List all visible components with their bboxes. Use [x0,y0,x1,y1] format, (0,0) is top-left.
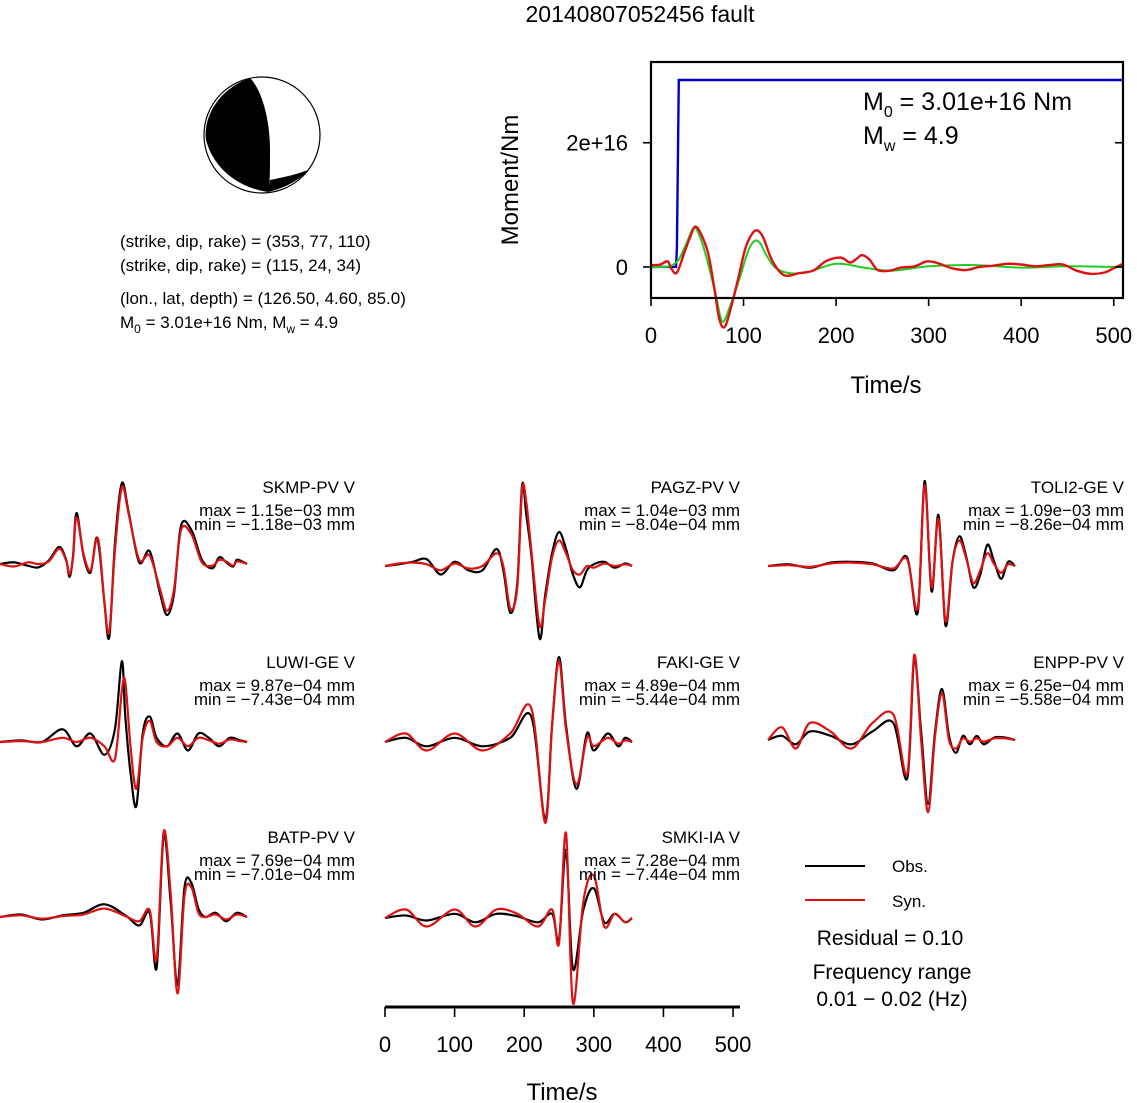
station-name: SMKI-IA V [662,828,741,847]
waveform-xlabel: Time/s [526,1079,597,1103]
waveform-xtick-label: 200 [506,1032,543,1057]
synthetic-trace [0,829,248,995]
moment-plot-lines [650,78,1124,329]
synthetic-trace [767,653,1016,814]
station-min: min = −1.18e−03 mm [194,515,355,534]
station-name: LUWI-GE V [266,653,355,672]
synthetic-trace [384,660,633,824]
moment-m0-annotation: M0 = 3.01e+16 Nm [863,88,1072,121]
station-name: SKMP-PV V [262,478,355,497]
moment-xtick-label: 300 [910,323,947,348]
station-max: max = 9.87e−04 mm [199,676,355,695]
station-name: FAKI-GE V [657,653,741,672]
legend: Obs. Syn. Residual = 0.10 Frequency rang… [805,857,971,1011]
synthetic-trace [384,831,633,1005]
synthetic-trace [767,484,1016,623]
moment-plot-frame [649,60,1125,300]
station-min: min = −7.43e−04 mm [194,690,355,709]
moment-ytick-label: 2e+16 [566,131,628,156]
station-min: min = −8.04e−04 mm [579,515,740,534]
moment-xtick-label: 200 [818,323,855,348]
beachball-compressional-quadrant-small [268,170,308,192]
magnitude-summary: M0 = 3.01e+16 Nm, Mw = 4.9 [120,313,338,336]
residual-label: Residual = 0.10 [817,927,964,950]
synthetic-trace [384,483,633,629]
station-min: min = −5.44e−04 mm [579,690,740,709]
station-max: max = 1.04e−03 mm [584,501,740,520]
figure-title: 20140807052456 fault [526,1,756,27]
moment-mw-annotation: Mw = 4.9 [863,122,959,155]
station-min: min = −8.26e−04 mm [963,515,1124,534]
moment-ytick-label: 0 [616,255,628,280]
waveform-xtick-label: 0 [379,1032,391,1057]
waveform-time-axis: 0 100 200 300 400 500 [379,1005,752,1057]
waveform-xtick-label: 100 [436,1032,473,1057]
moment-xtick-label: 500 [1095,323,1132,348]
station-max: max = 7.28e−04 mm [584,851,740,870]
focal-mechanism-beachball [203,76,321,194]
waveform-xtick-label: 300 [575,1032,612,1057]
station-name: PAGZ-PV V [651,478,741,497]
moment-xtick-label: 100 [725,323,762,348]
legend-syn-label: Syn. [892,892,926,911]
station-max: max = 7.69e−04 mm [199,851,355,870]
station-min: min = −7.01e−04 mm [194,865,355,884]
station-max: max = 4.89e−04 mm [584,676,740,695]
station-name: TOLI2-GE V [1031,478,1125,497]
frequency-range-label: Frequency range [813,961,972,984]
synthetic-trace [0,485,248,635]
moment-xtick-label: 0 [645,323,657,348]
beachball-compressional-quadrant [205,78,270,192]
legend-obs-label: Obs. [892,857,928,876]
station-name: ENPP-PV V [1033,653,1124,672]
station-max: max = 1.15e−03 mm [199,501,355,520]
nodal-plane-1: (strike, dip, rake) = (353, 77, 110) [120,232,371,251]
station-max: max = 6.25e−04 mm [968,676,1124,695]
location-depth: (lon., lat, depth) = (126.50, 4.60, 85.0… [120,289,406,308]
moment-rate-green-line [650,226,1124,323]
moment-rate-red-line [650,225,1124,329]
waveform-xtick-label: 400 [645,1032,682,1057]
frequency-range-value: 0.01 − 0.02 (Hz) [816,988,967,1011]
mechanism-info: (strike, dip, rake) = (353, 77, 110) (st… [120,232,406,336]
station-min: min = −7.44e−04 mm [579,865,740,884]
moment-plot-axes: 0 100 200 300 400 500 0 2e+16 [566,131,1132,348]
moment-ylabel: Moment/Nm [497,115,524,246]
moment-xtick-label: 400 [1003,323,1040,348]
station-max: max = 1.09e−03 mm [968,501,1124,520]
nodal-plane-2: (strike, dip, rake) = (115, 24, 34) [120,256,361,275]
moment-xlabel: Time/s [850,372,921,399]
waveform-xtick-label: 500 [715,1032,752,1057]
synthetic-trace [0,676,248,790]
station-name: BATP-PV V [267,828,355,847]
station-min: min = −5.58e−04 mm [963,690,1124,709]
